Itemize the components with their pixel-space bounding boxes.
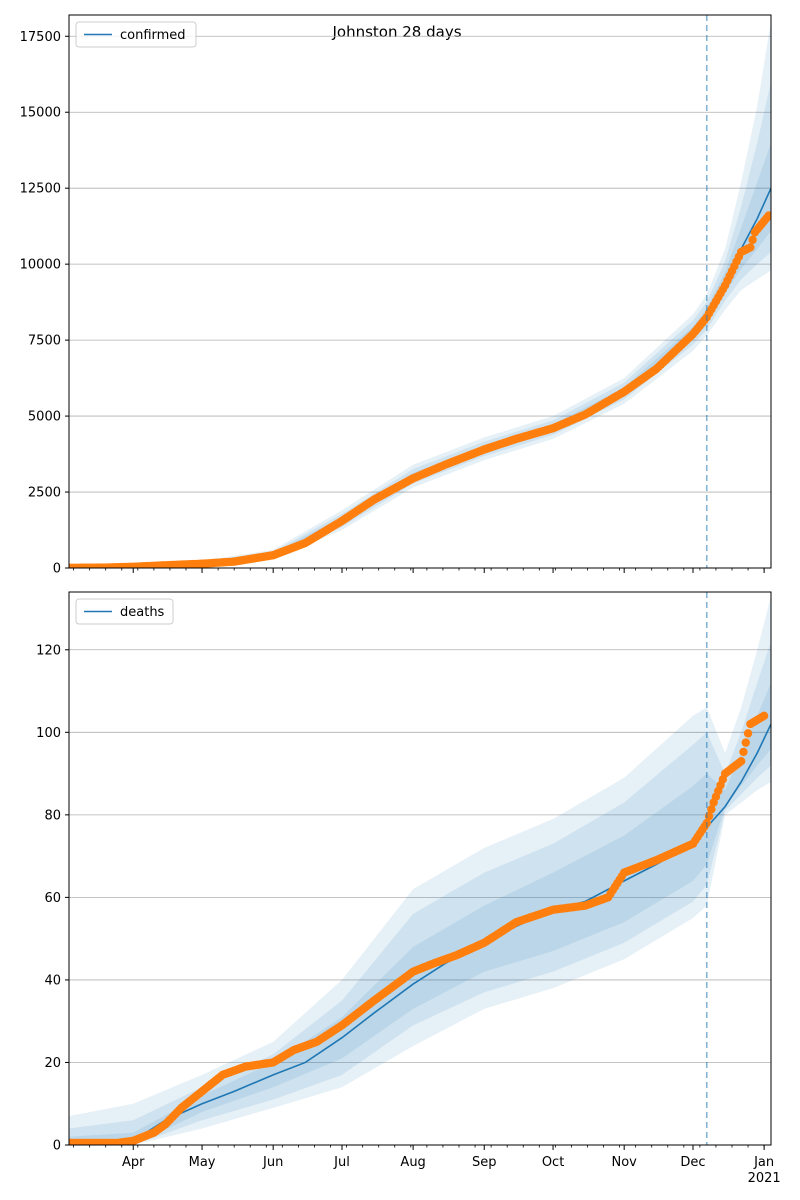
x-tick-label: Nov [611, 1155, 637, 1170]
observed-point [707, 805, 716, 814]
model-line [69, 187, 771, 568]
observed-point [748, 235, 757, 245]
y-tick-label: 7500 [28, 334, 61, 349]
axes-frame [68, 14, 772, 569]
legend-box [75, 21, 197, 48]
y-tick-label: 100 [36, 726, 61, 741]
uncertainty-band-2 [69, 81, 771, 568]
y-tick-label: 15000 [20, 106, 61, 121]
y-tick-label: 2500 [28, 486, 61, 501]
x-tick-label: Aug [400, 1155, 425, 1170]
y-tick-label: 17500 [20, 30, 61, 45]
y-tick-label: 120 [36, 643, 61, 658]
x-tick-label: Dec [680, 1155, 705, 1170]
observed-series [69, 711, 769, 1145]
y-tick-label: 0 [53, 562, 61, 577]
x-tick-label: Apr [122, 1155, 145, 1170]
uncertainty-band-3 [69, 682, 771, 1145]
observed-point [743, 729, 753, 738]
observed-point [739, 747, 748, 757]
confirmed-panel: 0 2500 5000 7500 10000 12500 15000 17500 confirm… [20, 14, 772, 577]
observed-series [69, 211, 771, 568]
x-year-label: 2021 [748, 1171, 781, 1186]
uncertainty-band-1 [69, 21, 771, 568]
y-tick-label: 40 [44, 973, 61, 988]
legend: deaths [75, 598, 174, 625]
plot-area [69, 596, 771, 1145]
y-tick-label: 60 [44, 891, 61, 906]
x-tick-label: Oct [542, 1155, 564, 1170]
deaths-panel: 0 20 40 60 80 100 120 Apr May Jun Jul Aug Sep Oct Nov D… [36, 591, 781, 1186]
x-tick-label: Jun [262, 1155, 283, 1170]
y-tick-label: 5000 [28, 410, 61, 425]
chart-title: Johnston 28 days [331, 23, 461, 41]
y-tick-label: 80 [44, 808, 61, 823]
uncertainty-band-2 [69, 641, 771, 1145]
plot-area [69, 21, 771, 568]
observed-point [736, 757, 746, 766]
observed-point [759, 711, 769, 721]
y-tick-label: 10000 [20, 258, 61, 273]
observed-point [764, 211, 771, 220]
legend-label: deaths [120, 605, 165, 620]
y-tick-label: 0 [53, 1139, 61, 1154]
x-tick-label: Jan [753, 1155, 774, 1170]
y-tick-label: 20 [44, 1056, 61, 1071]
observed-point [741, 738, 750, 747]
legend-box [75, 598, 174, 625]
axes-frame [68, 591, 772, 1146]
y-tick-label: 12500 [20, 182, 61, 197]
legend: confirmed [75, 21, 197, 48]
x-tick-label: Sep [472, 1155, 497, 1170]
x-tick-label: May [189, 1155, 216, 1170]
legend-label: confirmed [120, 28, 186, 43]
x-tick-label: Jul [333, 1155, 350, 1170]
observed-point [746, 243, 755, 252]
